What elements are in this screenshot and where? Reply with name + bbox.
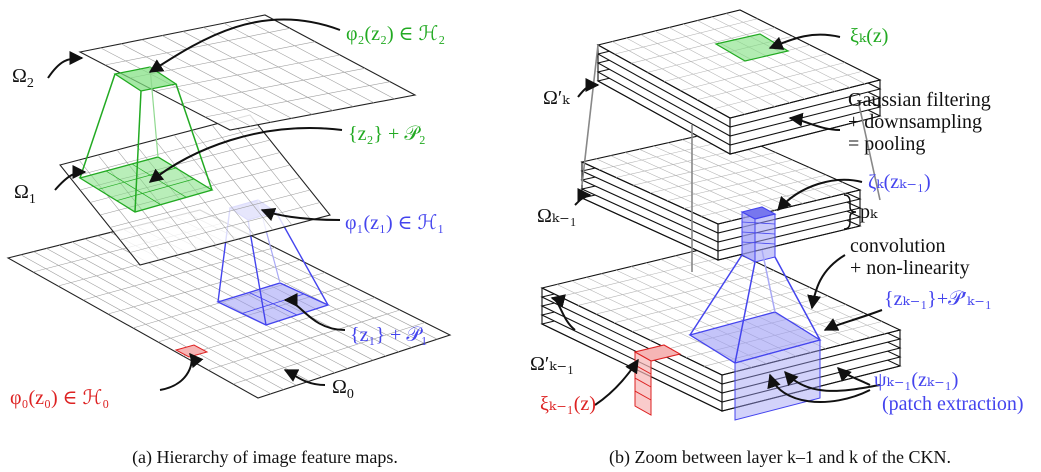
- grid-line: [116, 178, 195, 202]
- omega0-label: Ω0: [332, 376, 354, 402]
- patch-extraction-label: (patch extraction): [882, 393, 1024, 415]
- grid-line: [107, 259, 301, 315]
- grid-line: [154, 54, 341, 92]
- grid-line: [577, 261, 757, 306]
- grid-line: [649, 159, 793, 194]
- grid-line: [713, 70, 863, 110]
- grid-line: [666, 167, 810, 202]
- conv-blue-pyramid: [689, 249, 821, 364]
- grid-line: [632, 152, 776, 186]
- z1-patch-label: {z₁} + 𝒫₁: [350, 324, 428, 346]
- xi-k-label: ξₖ(z): [850, 25, 888, 47]
- psi-label: ψₖ₋₁(zₖ₋₁): [874, 369, 958, 391]
- gaussian-label-2: + downsampling: [848, 111, 982, 133]
- grid-line: [109, 177, 301, 228]
- grid-line: [232, 322, 426, 385]
- stack-side-front: [729, 79, 881, 155]
- grid-line: [680, 53, 828, 91]
- omega2-grid: [78, 14, 417, 131]
- pk-brace: [843, 194, 857, 230]
- gaussian-label-3: = pooling: [848, 133, 925, 155]
- grid-line: [700, 182, 844, 217]
- grid-line: [119, 189, 311, 241]
- grid-line: [595, 270, 775, 315]
- grid-line: [82, 247, 276, 301]
- grid-line: [105, 170, 161, 205]
- grid-line: [649, 295, 829, 341]
- grid-line: [631, 287, 811, 332]
- phi1-label: φ₁(z₁) ∈ ℋ₁: [345, 212, 444, 234]
- grid-line: [207, 309, 401, 371]
- caption-a: (a) Hierarchy of image feature maps.: [132, 447, 398, 468]
- grid-line: [559, 253, 739, 297]
- grid-line: [104, 28, 291, 66]
- grid-line: [630, 27, 776, 64]
- omega-km1-label: Ωₖ₋₁: [537, 205, 577, 227]
- omega2-label: Ω2: [12, 65, 34, 91]
- panel-a-arrows: [47, 18, 346, 391]
- zeta-blue-column: [740, 206, 777, 263]
- omega-km1-prime-label: Ω′ₖ₋₁: [530, 353, 574, 375]
- grid-line: [613, 278, 793, 324]
- zeta-label: ζₖ(zₖ₋₁): [868, 171, 931, 193]
- pooling-gray-lines: [581, 44, 881, 272]
- grid-line: [204, 81, 391, 118]
- xi-km1-label: ξₖ₋₁(z): [540, 393, 596, 415]
- omega-k-prime-label: Ω′ₖ: [543, 87, 570, 109]
- phi2-label: φ₂(z₂) ∈ ℋ₂: [346, 23, 445, 45]
- z2-patch-label: {z₂} + 𝒫₂: [348, 123, 426, 145]
- stack-omega-k-prime: [596, 9, 882, 155]
- caption-b: (b) Zoom between layer k–1 and k of the …: [609, 447, 951, 468]
- pk-label: pₖ: [860, 201, 878, 223]
- grid-line: [179, 68, 366, 105]
- panel-a: Ω2 Ω1 Ω0 φ₂(z₂) ∈ ℋ₂ {z₂} + 𝒫₂ φ₁(z₁) ∈ …: [6, 14, 452, 468]
- grid-line: [696, 62, 846, 101]
- xi-km1-red-column: [633, 344, 682, 416]
- panel-b-arrows: [550, 33, 883, 406]
- conv-label-2: + non-linearity: [850, 257, 970, 279]
- grid-line: [129, 202, 321, 253]
- stack-side-front: [717, 189, 861, 261]
- gaussian-label-1: Gaussian filtering: [848, 89, 991, 111]
- omega1-label: Ω1: [14, 181, 36, 207]
- grid-line: [69, 127, 261, 178]
- panel-b: ξₖ(z) Ω′ₖ Gaussian filtering + downsampl…: [530, 9, 1024, 468]
- grid-line: [182, 297, 376, 357]
- phi0-label: φ₀(z₀) ∈ ℋ₀: [10, 387, 109, 409]
- conv-label-1: convolution: [850, 235, 946, 257]
- grid-line: [614, 18, 758, 55]
- zp-label: {zₖ₋₁}+𝒫′ₖ₋₁: [884, 288, 992, 310]
- grid-line: [683, 174, 827, 209]
- layer2-green-pyramid: [79, 66, 213, 213]
